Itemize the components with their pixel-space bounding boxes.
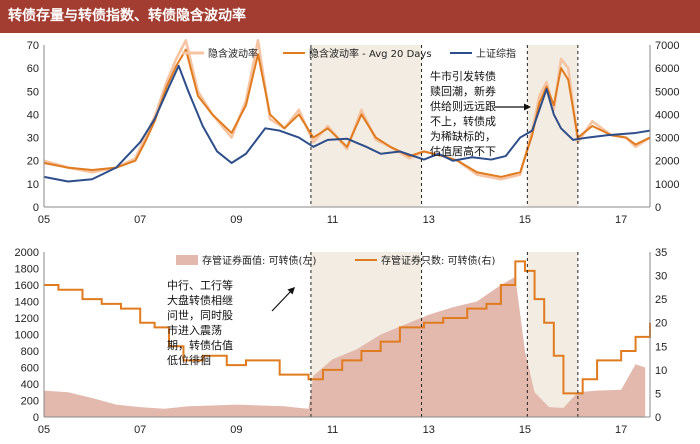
- annotation-top-line-5: 为稀缺标的，: [430, 129, 496, 143]
- y-left-tick-1-5: 40: [27, 109, 39, 121]
- y-left-tick-1-2: 10: [27, 179, 39, 191]
- x-tick-label-2-6: 15: [519, 424, 531, 436]
- annotation-top-line-4: 不上，转债成: [430, 114, 496, 128]
- chart-canvas: 05 07 09 11 13 15 1701020304050607001000200030…: [15, 39, 679, 436]
- x-tick-label-1-5: 13: [423, 214, 435, 226]
- y-left-tick-2-7: 1200: [15, 313, 39, 325]
- y-right-tick-2-5: 20: [655, 318, 667, 330]
- annotation-top-line-2: 赎回潮，新券: [430, 84, 496, 98]
- y-left-tick-2-6: 1000: [15, 330, 39, 342]
- x-tick-label-1-4: 11: [327, 214, 338, 226]
- y-left-tick-1-7: 60: [27, 63, 39, 75]
- y-right-tick-2-3: 10: [655, 365, 667, 377]
- x-tick-label-1-2: 07: [134, 214, 146, 226]
- x-tick-label-2-1: 05: [38, 424, 50, 436]
- y-right-tick-2-1: 0: [655, 412, 661, 424]
- annotation-top-line-6: 估值居高不下: [430, 144, 496, 158]
- series-area-2-1: [44, 276, 646, 417]
- chart-title: 转债存量与转债指数、转债隐含波动率: [0, 0, 700, 33]
- shaded-period-2-2: [527, 252, 578, 417]
- y-left-tick-1-1: 0: [33, 202, 39, 214]
- y-right-tick-1-1: 0: [655, 202, 661, 214]
- annotation-top-line-1: 牛市引发转债: [430, 69, 496, 83]
- annotation-top-line-3: 供给则远远跟: [430, 99, 496, 113]
- y-left-tick-1-6: 50: [27, 86, 39, 98]
- annotation-bottom-arrowhead: [287, 287, 295, 295]
- annotation-bottom-line-5: 期，转债估值: [167, 338, 233, 352]
- y-right-tick-1-7: 6000: [655, 63, 679, 75]
- y-left-tick-1-4: 30: [27, 133, 39, 145]
- y-right-tick-2-8: 35: [655, 247, 667, 259]
- y-right-tick-1-8: 7000: [655, 40, 679, 52]
- x-tick-label-1-1: 05: [38, 214, 50, 226]
- annotation-bottom-line-1: 中行、工行等: [167, 278, 233, 292]
- y-left-tick-1-3: 20: [27, 156, 39, 168]
- y-right-tick-2-4: 15: [655, 341, 667, 353]
- y-left-tick-2-5: 800: [21, 346, 39, 358]
- legend-label-2-2: 存管证券只数: 可转债(右): [381, 254, 495, 267]
- y-right-tick-1-4: 3000: [655, 133, 679, 145]
- annotation-bottom-line-4: 市进入震荡: [167, 323, 222, 337]
- x-tick-label-2-7: 17: [615, 424, 627, 436]
- y-left-tick-2-11: 2000: [15, 247, 39, 259]
- x-tick-label-2-4: 11: [327, 424, 338, 436]
- y-left-tick-2-2: 200: [21, 396, 39, 408]
- y-left-tick-2-4: 600: [21, 363, 39, 375]
- series-line-2-2: [44, 260, 651, 395]
- legend-label-1-2: 隐含波动率 - Avg 20 Days: [309, 47, 432, 60]
- series-line-1-3: [43, 64, 651, 183]
- y-left-tick-2-9: 1600: [15, 280, 39, 292]
- annotation-bottom-line-6: 低位徘徊: [167, 353, 211, 367]
- y-right-tick-1-6: 5000: [655, 86, 679, 98]
- annotation-bottom-line-3: 问世，同时股: [167, 309, 233, 322]
- legend-label-1-1: 隐含波动率: [208, 47, 258, 60]
- x-tick-label-1-3: 09: [230, 214, 242, 226]
- y-left-tick-2-3: 400: [21, 379, 39, 391]
- x-tick-label-2-3: 09: [230, 424, 242, 436]
- y-left-tick-2-8: 1400: [15, 297, 39, 309]
- x-tick-label-1-6: 15: [519, 214, 531, 226]
- x-tick-label-2-2: 07: [134, 424, 146, 436]
- y-left-tick-1-8: 70: [27, 40, 39, 52]
- annotation-top-arrowhead: [524, 103, 531, 111]
- y-left-tick-2-1: 0: [33, 412, 39, 424]
- series-line-1-2: [43, 48, 651, 178]
- y-right-tick-1-2: 1000: [655, 179, 679, 191]
- annotation-bottom-line-2: 大盘转债相继: [167, 293, 233, 307]
- legend-label-2-1: 存管证券面值: 可转债(左): [202, 254, 316, 267]
- y-right-tick-1-3: 2000: [655, 156, 679, 168]
- y-right-tick-2-6: 25: [655, 294, 667, 306]
- legend-swatch-2-1: [176, 255, 198, 265]
- x-tick-label-2-5: 13: [423, 424, 435, 436]
- series-line-1-1: [43, 39, 651, 181]
- annotation-bottom-arrow: [271, 289, 293, 312]
- y-right-tick-1-5: 4000: [655, 109, 679, 121]
- legend-label-1-3: 上证综指: [476, 47, 516, 60]
- x-tick-label-1-7: 17: [615, 214, 627, 226]
- y-left-tick-2-10: 1800: [15, 264, 39, 276]
- y-right-tick-2-7: 30: [655, 271, 667, 283]
- y-right-tick-2-2: 5: [655, 388, 661, 400]
